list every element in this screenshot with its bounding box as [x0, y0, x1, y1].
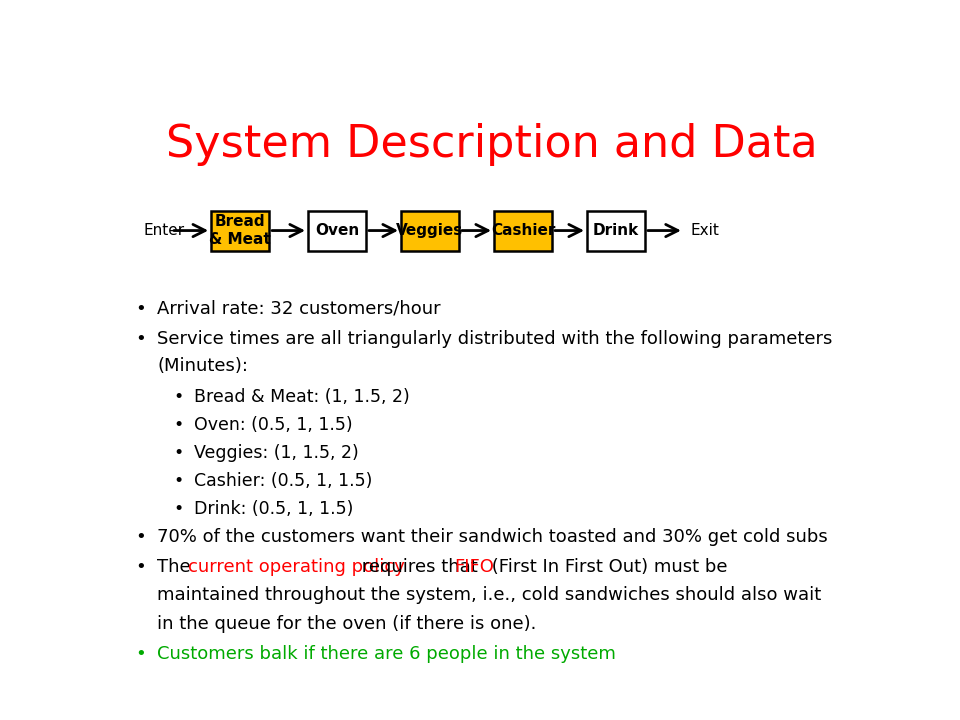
FancyBboxPatch shape: [401, 210, 459, 251]
Text: Veggies: Veggies: [396, 223, 464, 238]
Text: in the queue for the oven (if there is one).: in the queue for the oven (if there is o…: [157, 615, 537, 633]
Text: 70% of the customers want their sandwich toasted and 30% get cold subs: 70% of the customers want their sandwich…: [157, 528, 828, 546]
Text: FIFO: FIFO: [455, 559, 494, 577]
Text: Drink: Drink: [593, 223, 639, 238]
Text: Drink: (0.5, 1, 1.5): Drink: (0.5, 1, 1.5): [194, 500, 354, 518]
Text: Cashier: (0.5, 1, 1.5): Cashier: (0.5, 1, 1.5): [194, 472, 372, 490]
Text: The: The: [157, 559, 197, 577]
Text: •: •: [174, 387, 183, 405]
Text: System Description and Data: System Description and Data: [166, 123, 818, 166]
Text: •: •: [135, 645, 146, 663]
Text: Customers balk if there are 6 people in the system: Customers balk if there are 6 people in …: [157, 645, 616, 663]
Text: •: •: [135, 528, 146, 546]
Text: current operating policy: current operating policy: [188, 559, 404, 577]
FancyBboxPatch shape: [587, 210, 645, 251]
Text: •: •: [174, 415, 183, 433]
Text: Enter: Enter: [143, 223, 184, 238]
Text: (First In First Out) must be: (First In First Out) must be: [486, 559, 727, 577]
FancyBboxPatch shape: [211, 210, 269, 251]
FancyBboxPatch shape: [308, 210, 366, 251]
Text: maintained throughout the system, i.e., cold sandwiches should also wait: maintained throughout the system, i.e., …: [157, 587, 822, 605]
Text: •: •: [135, 330, 146, 348]
Text: •: •: [135, 559, 146, 577]
Text: Bread & Meat: (1, 1.5, 2): Bread & Meat: (1, 1.5, 2): [194, 387, 410, 405]
Text: •: •: [174, 500, 183, 518]
Text: (Minutes):: (Minutes):: [157, 357, 249, 375]
Text: Veggies: (1, 1.5, 2): Veggies: (1, 1.5, 2): [194, 444, 359, 462]
Text: •: •: [174, 444, 183, 462]
Text: Oven: (0.5, 1, 1.5): Oven: (0.5, 1, 1.5): [194, 415, 353, 433]
Text: Arrival rate: 32 customers/hour: Arrival rate: 32 customers/hour: [157, 300, 441, 318]
Text: Exit: Exit: [690, 223, 719, 238]
Text: •: •: [174, 472, 183, 490]
Text: Cashier: Cashier: [491, 223, 555, 238]
Text: requires that: requires that: [356, 559, 483, 577]
Text: Bread
& Meat: Bread & Meat: [209, 215, 271, 247]
Text: Service times are all triangularly distributed with the following parameters: Service times are all triangularly distr…: [157, 330, 832, 348]
Text: Oven: Oven: [315, 223, 359, 238]
Text: •: •: [135, 300, 146, 318]
FancyBboxPatch shape: [494, 210, 552, 251]
